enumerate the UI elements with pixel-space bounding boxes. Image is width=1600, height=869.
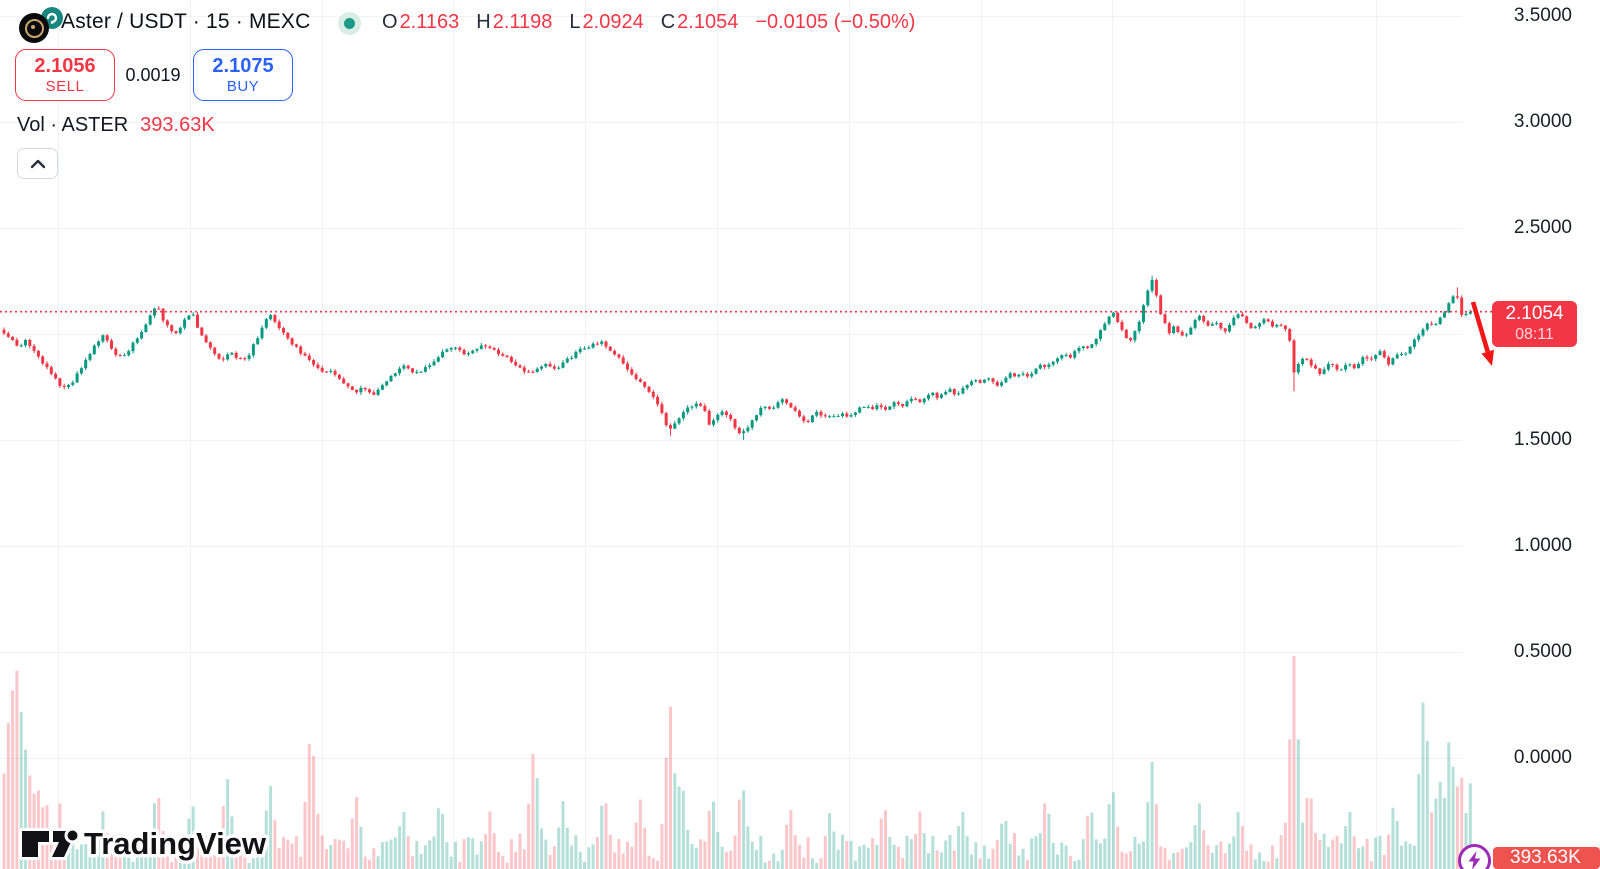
symbol-title[interactable]: Aster / USDT · 15 · MEXC: [61, 10, 311, 33]
price-axis-label: 0.0000: [1513, 747, 1572, 768]
current-volume-label: 393.63K: [1493, 847, 1600, 869]
lightning-icon[interactable]: [1458, 844, 1491, 869]
volume-study-row[interactable]: Vol · ASTER 393.63K: [17, 114, 215, 137]
low-value: 2.0924: [582, 11, 644, 33]
price-axis-label: 2.5000: [1513, 217, 1572, 238]
price-axis-label: 0.5000: [1513, 641, 1572, 662]
tradingview-mark-icon: [19, 827, 81, 860]
high-label: H: [476, 11, 491, 33]
buy-button[interactable]: 2.1075 BUY: [193, 49, 293, 101]
sell-button-label: SELL: [45, 77, 85, 95]
collapse-panel-button[interactable]: [17, 148, 58, 179]
last-price-label: 2.1054 08:11: [1492, 301, 1577, 347]
price-axis-label: 3.0000: [1513, 111, 1572, 132]
tradingview-logo[interactable]: TradingView: [16, 820, 306, 869]
open-label: O: [382, 11, 398, 33]
sell-button[interactable]: 2.1056 SELL: [15, 49, 115, 101]
price-axis-label: 3.5000: [1513, 5, 1572, 26]
aster-coin-icon: [19, 13, 49, 43]
close-label: C: [660, 11, 676, 33]
buy-button-label: BUY: [226, 77, 260, 95]
volume-study-label: Vol · ASTER: [17, 114, 129, 136]
market-status-icon[interactable]: [338, 12, 361, 35]
low-label: L: [569, 11, 581, 33]
close-value: 2.1054: [677, 11, 739, 33]
last-price-value: 2.1054: [1505, 303, 1564, 324]
tradingview-wordmark: TradingView: [84, 826, 267, 861]
open-value: 2.1163: [399, 11, 460, 33]
chevron-up-icon: [30, 159, 46, 169]
high-value: 2.1198: [492, 11, 553, 33]
price-axis-label: 1.5000: [1513, 429, 1572, 450]
chart-header: Aster / USDT · 15 · MEXC O 2.1163 H 2.1198…: [0, 0, 1600, 46]
ohlc-legend: O 2.1163 H 2.1198 L 2.0924 C 2.1054 −0.0105 …: [382, 11, 915, 34]
sell-price: 2.1056: [34, 54, 96, 77]
spread-value: 0.0019: [125, 65, 181, 85]
bar-countdown: 08:11: [1515, 326, 1554, 343]
symbol-logo[interactable]: [17, 5, 65, 45]
volume-study-value: 393.63K: [140, 114, 215, 136]
price-axis[interactable]: 3.5000 3.0000 2.5000 1.5000 1.0000 0.5000 0.00…: [1462, 0, 1600, 869]
buy-price: 2.1075: [212, 54, 274, 77]
change-value: −0.0105 (−0.50%): [755, 11, 916, 33]
price-axis-label: 1.0000: [1513, 535, 1572, 556]
